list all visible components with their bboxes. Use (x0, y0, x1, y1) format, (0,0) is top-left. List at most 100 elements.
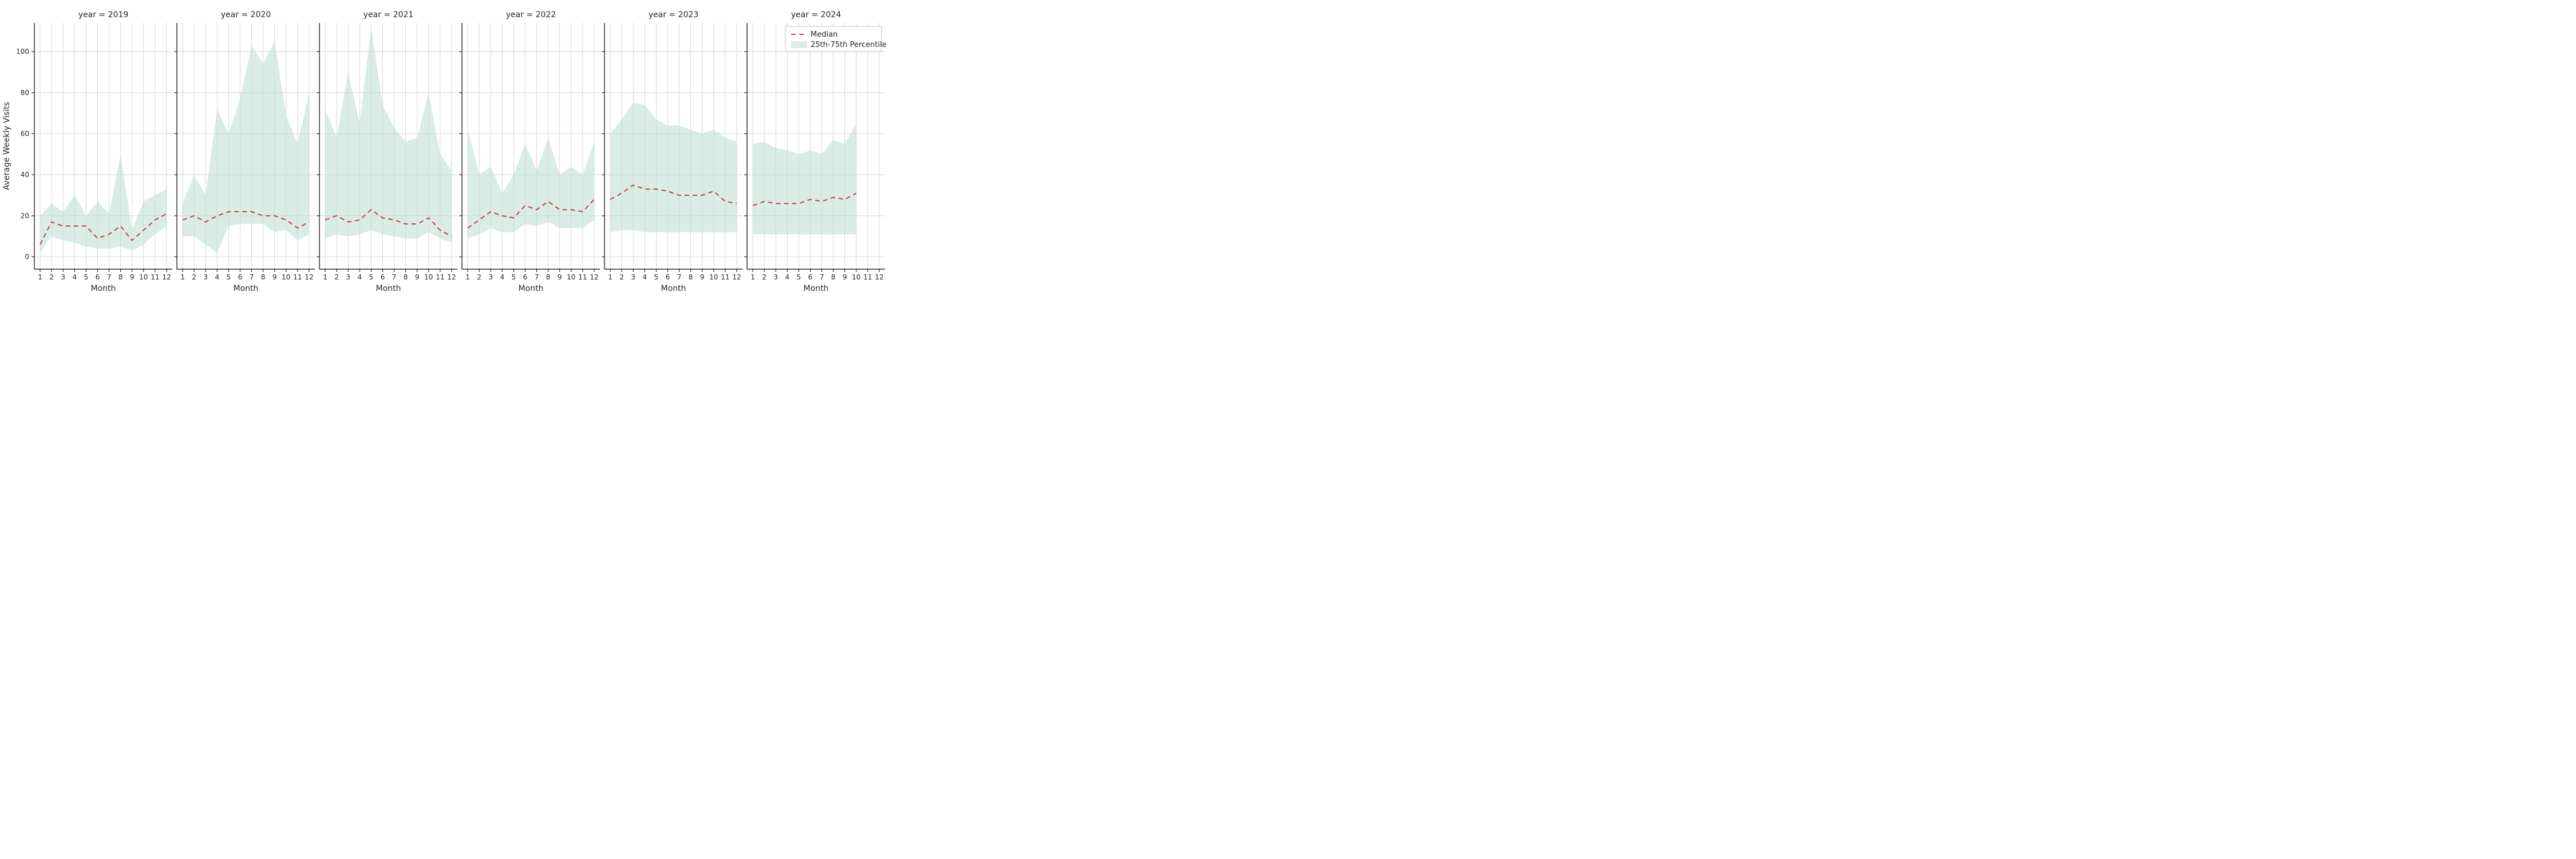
x-tick-label: 1 (750, 273, 755, 281)
x-tick-label: 6 (666, 273, 670, 281)
y-tick-label: 60 (21, 130, 29, 138)
y-tick-label: 0 (25, 253, 29, 261)
x-tick-label: 5 (512, 273, 516, 281)
x-tick-label: 4 (72, 273, 77, 281)
x-tick-label: 5 (84, 273, 89, 281)
x-tick-label: 2 (762, 273, 767, 281)
x-tick-label: 8 (831, 273, 836, 281)
x-axis-label: Month (661, 284, 686, 293)
x-tick-label: 12 (305, 273, 313, 281)
x-tick-label: 7 (677, 273, 682, 281)
x-tick-label: 3 (61, 273, 65, 281)
x-tick-label: 10 (567, 273, 575, 281)
x-tick-label: 12 (732, 273, 741, 281)
x-tick-label: 4 (357, 273, 362, 281)
x-tick-label: 9 (415, 273, 420, 281)
x-axis-label: Month (804, 284, 829, 293)
x-tick-label: 7 (392, 273, 397, 281)
legend-label-band: 25th-75th Percentile (811, 41, 887, 49)
x-tick-label: 11 (721, 273, 729, 281)
x-tick-label: 6 (523, 273, 528, 281)
y-tick-label: 40 (21, 171, 29, 179)
x-tick-label: 9 (700, 273, 705, 281)
x-tick-label: 6 (238, 273, 243, 281)
x-tick-label: 10 (424, 273, 433, 281)
x-axis-label: Month (519, 284, 544, 293)
x-tick-label: 2 (477, 273, 481, 281)
x-tick-label: 9 (272, 273, 277, 281)
x-tick-label: 3 (488, 273, 493, 281)
x-tick-label: 12 (447, 273, 456, 281)
x-tick-label: 3 (773, 273, 778, 281)
x-axis-label: Month (376, 284, 401, 293)
x-tick-label: 10 (139, 273, 148, 281)
x-tick-label: 1 (608, 273, 613, 281)
panel-title: year = 2022 (506, 10, 556, 19)
x-tick-label: 2 (334, 273, 339, 281)
panel-5: 123456789101112Monthyear = 2024Median25t… (744, 10, 887, 293)
x-tick-label: 9 (130, 273, 135, 281)
x-tick-label: 4 (785, 273, 789, 281)
x-tick-label: 8 (261, 273, 266, 281)
facet-line-chart: Average Weekly Visits1234567891011120204… (0, 0, 893, 298)
panel-title: year = 2020 (221, 10, 271, 19)
panel-4: 123456789101112Monthyear = 2023 (602, 10, 742, 293)
x-tick-label: 10 (709, 273, 718, 281)
x-tick-label: 7 (107, 273, 112, 281)
x-tick-label: 11 (578, 273, 587, 281)
x-tick-label: 5 (797, 273, 801, 281)
x-tick-label: 8 (118, 273, 123, 281)
x-axis-label: Month (91, 284, 116, 293)
x-tick-label: 7 (535, 273, 539, 281)
x-tick-label: 9 (843, 273, 847, 281)
x-tick-label: 3 (203, 273, 208, 281)
panel-title: year = 2023 (649, 10, 699, 19)
panel-3: 123456789101112Monthyear = 2022 (459, 10, 600, 293)
x-tick-label: 10 (282, 273, 290, 281)
x-tick-label: 1 (323, 273, 327, 281)
legend-label-median: Median (811, 30, 837, 39)
x-tick-label: 8 (546, 273, 551, 281)
x-tick-label: 4 (500, 273, 504, 281)
x-tick-label: 1 (465, 273, 470, 281)
x-tick-label: 5 (227, 273, 231, 281)
x-tick-label: 10 (852, 273, 860, 281)
y-tick-label: 100 (16, 48, 29, 56)
panel-title: year = 2021 (364, 10, 414, 19)
x-tick-label: 11 (293, 273, 302, 281)
x-tick-label: 9 (558, 273, 562, 281)
panel-title: year = 2024 (791, 10, 841, 19)
x-tick-label: 6 (381, 273, 385, 281)
y-tick-label: 80 (21, 89, 29, 97)
x-tick-label: 1 (180, 273, 185, 281)
x-tick-label: 11 (151, 273, 159, 281)
x-tick-label: 6 (96, 273, 100, 281)
legend: Median 25th-75th Percentile (785, 26, 887, 52)
x-tick-label: 12 (162, 273, 171, 281)
x-axis-label: Month (234, 284, 259, 293)
x-tick-label: 5 (654, 273, 659, 281)
x-tick-label: 4 (215, 273, 219, 281)
x-tick-label: 3 (631, 273, 635, 281)
panel-0: 123456789101112020406080100Monthyear = 2… (16, 10, 172, 293)
panel-2: 123456789101112Monthyear = 2021 (317, 10, 457, 293)
x-tick-label: 3 (346, 273, 350, 281)
x-tick-label: 4 (642, 273, 647, 281)
y-tick-label: 20 (21, 212, 29, 220)
x-tick-label: 11 (436, 273, 444, 281)
x-tick-label: 7 (820, 273, 824, 281)
panel-1: 123456789101112Monthyear = 2020 (174, 10, 315, 293)
x-tick-label: 2 (619, 273, 624, 281)
x-tick-label: 8 (689, 273, 693, 281)
x-tick-label: 12 (590, 273, 598, 281)
y-axis-label: Average Weekly Visits (2, 102, 11, 190)
x-tick-label: 11 (863, 273, 872, 281)
x-tick-label: 2 (192, 273, 196, 281)
x-tick-label: 1 (38, 273, 42, 281)
x-tick-label: 7 (250, 273, 254, 281)
x-tick-label: 12 (875, 273, 883, 281)
panel-title: year = 2019 (78, 10, 129, 19)
x-tick-label: 2 (49, 273, 54, 281)
x-tick-label: 6 (808, 273, 813, 281)
x-tick-label: 8 (404, 273, 408, 281)
